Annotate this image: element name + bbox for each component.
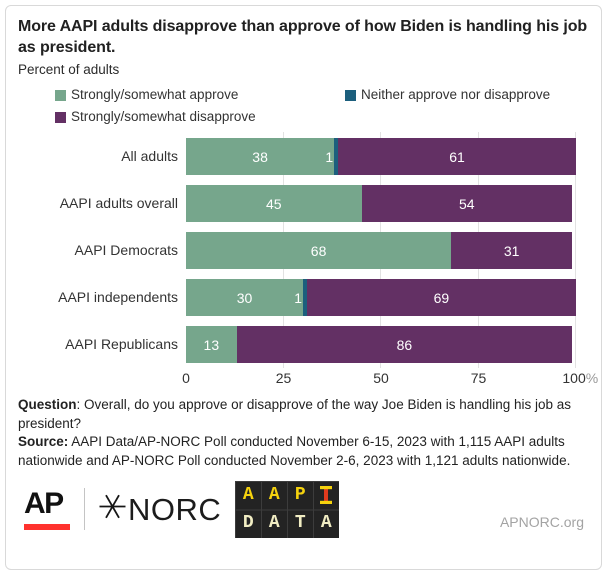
aapi-logo-letter-t-r1c2: T	[294, 513, 306, 534]
x-tick-0: 0	[182, 370, 190, 387]
aapi-logo-letter-d-r1c0: D	[242, 513, 254, 534]
chart-row-aapi-adults-overall: AAPI adults overall 45 54	[18, 185, 592, 223]
aapi-logo-letter-i-r0c3	[313, 481, 339, 510]
gridline-100	[575, 132, 576, 369]
stacked-bar-chart: All adults 38 1 61 AAPI adults overall 45 54 AA…	[18, 132, 592, 369]
bar-segment-strongly-somewhat-disapprove: 31	[451, 232, 573, 270]
norc-logo-text: NORC	[128, 491, 222, 527]
x-axis-ticks: 0 25 50 75 100%	[182, 370, 598, 390]
aapi-logo-letter-p-r0c2: P	[294, 484, 306, 505]
aapi-logo-letter-a-r1c3: A	[320, 513, 332, 534]
source-label: Source:	[18, 434, 69, 450]
apnorc-link[interactable]: APNORC.org	[499, 513, 584, 530]
ap-logo: AP	[24, 486, 70, 530]
row-label: AAPI Republicans	[65, 336, 178, 353]
chart-card: More AAPI adults disapprove than approve…	[5, 5, 602, 570]
x-tick-50: 50	[373, 370, 389, 387]
legend-swatch-icon	[55, 111, 66, 123]
bar-segment-strongly-somewhat-approve: 30	[186, 279, 303, 317]
notes: Question: Overall, do you approve or dis…	[18, 396, 592, 471]
bar-segment-neither-approve-nor-disapprove: 1	[325, 138, 339, 176]
chart-title: More AAPI adults disapprove than approve…	[18, 18, 588, 57]
bar-value-label: 1	[294, 289, 302, 306]
legend-item-strongly-somewhat-disapprove: Strongly/somewhat disapprove	[55, 106, 345, 128]
x-tick-100: 100%	[562, 370, 599, 387]
bar-segment-strongly-somewhat-disapprove: 54	[361, 185, 573, 223]
row-label: All adults	[121, 148, 178, 165]
bar-value-label: 30	[236, 289, 253, 306]
source-note: Source: AAPI Data/AP-NORC Poll conducted…	[18, 433, 588, 470]
x-axis-spacer	[18, 370, 186, 390]
legend-label: Strongly/somewhat approve	[71, 87, 239, 103]
row-label: AAPI independents	[58, 289, 178, 306]
bar-stack: 30 1 69	[186, 279, 576, 317]
aapi-logo-letter-a-r0c0: A	[242, 484, 254, 505]
ap-red-bar	[24, 523, 70, 530]
bar-segment-strongly-somewhat-approve: 45	[186, 185, 362, 223]
bar-stack: 13 86	[186, 326, 576, 364]
bar-segment-neither-approve-nor-disapprove: 1	[294, 279, 307, 317]
chart-row-aapi-democrats: AAPI Democrats 68 31	[18, 232, 592, 270]
question-label: Question	[18, 397, 77, 413]
row-label: AAPI adults overall	[59, 195, 178, 212]
bar-value-label: 31	[503, 242, 520, 259]
percent-suffix: %	[585, 370, 599, 387]
bar-segment-strongly-somewhat-disapprove: 86	[236, 326, 573, 364]
norc-logo: NORC	[99, 493, 221, 525]
bar-stack: 38 1 61	[186, 138, 576, 176]
source-text: AAPI Data/AP-NORC Poll conducted Novembe…	[18, 434, 571, 469]
legend-swatch-icon	[55, 89, 66, 101]
norc-star-icon	[99, 493, 126, 525]
bar-stack: 68 31	[186, 232, 576, 270]
chart-row-aapi-republicans: AAPI Republicans 13 86	[18, 326, 592, 364]
x-tick-25: 25	[275, 370, 292, 387]
logo-divider	[84, 488, 85, 531]
chart-row-all-adults: All adults 38 1 61	[18, 138, 592, 176]
chart-row-aapi-independents: AAPI independents 30 1 69	[18, 279, 592, 317]
bar-value-label: 38	[252, 148, 268, 165]
ap-logo-text: AP	[24, 486, 64, 520]
bar-segment-strongly-somewhat-approve: 68	[186, 232, 452, 270]
bar-value-label: 45	[265, 195, 282, 212]
legend-swatch-icon	[345, 89, 356, 101]
legend-label: Strongly/somewhat disapprove	[71, 109, 256, 125]
chart-subtitle: Percent of adults	[18, 62, 120, 78]
legend-item-strongly-somewhat-approve: Strongly/somewhat approve	[55, 84, 345, 106]
bar-value-label: 68	[310, 242, 327, 259]
bar-value-label: 54	[459, 195, 475, 212]
legend-item-neither-approve-nor-disapprove: Neither approve nor disapprove	[345, 84, 592, 106]
x-axis: 0 25 50 75 100%	[18, 370, 598, 390]
aapi-logo-letter-a-r1c1: A	[268, 513, 280, 534]
bar-stack: 45 54	[186, 185, 576, 223]
bar-segment-strongly-somewhat-disapprove: 69	[306, 279, 576, 317]
serif-i-icon	[320, 485, 333, 504]
x-tick-75: 75	[470, 370, 487, 387]
bar-segment-strongly-somewhat-disapprove: 61	[338, 138, 576, 176]
bar-value-label: 61	[449, 148, 465, 165]
bar-value-label: 86	[396, 336, 413, 353]
bar-value-label: 69	[433, 289, 450, 306]
aapi-logo-letter-a-r0c1: A	[268, 484, 280, 505]
chart-legend: Strongly/somewhat approve Neither approve…	[55, 84, 592, 128]
bar-value-label: 1	[325, 148, 334, 165]
bar-value-label: 13	[203, 336, 220, 353]
legend-label: Neither approve nor disapprove	[361, 87, 551, 103]
bar-segment-strongly-somewhat-approve: 38	[186, 138, 335, 176]
bar-segment-strongly-somewhat-approve: 13	[186, 326, 237, 364]
question-text: : Overall, do you approve or disapprove …	[18, 397, 572, 431]
row-label: AAPI Democrats	[74, 242, 178, 259]
question-note: Question: Overall, do you approve or dis…	[18, 396, 588, 433]
